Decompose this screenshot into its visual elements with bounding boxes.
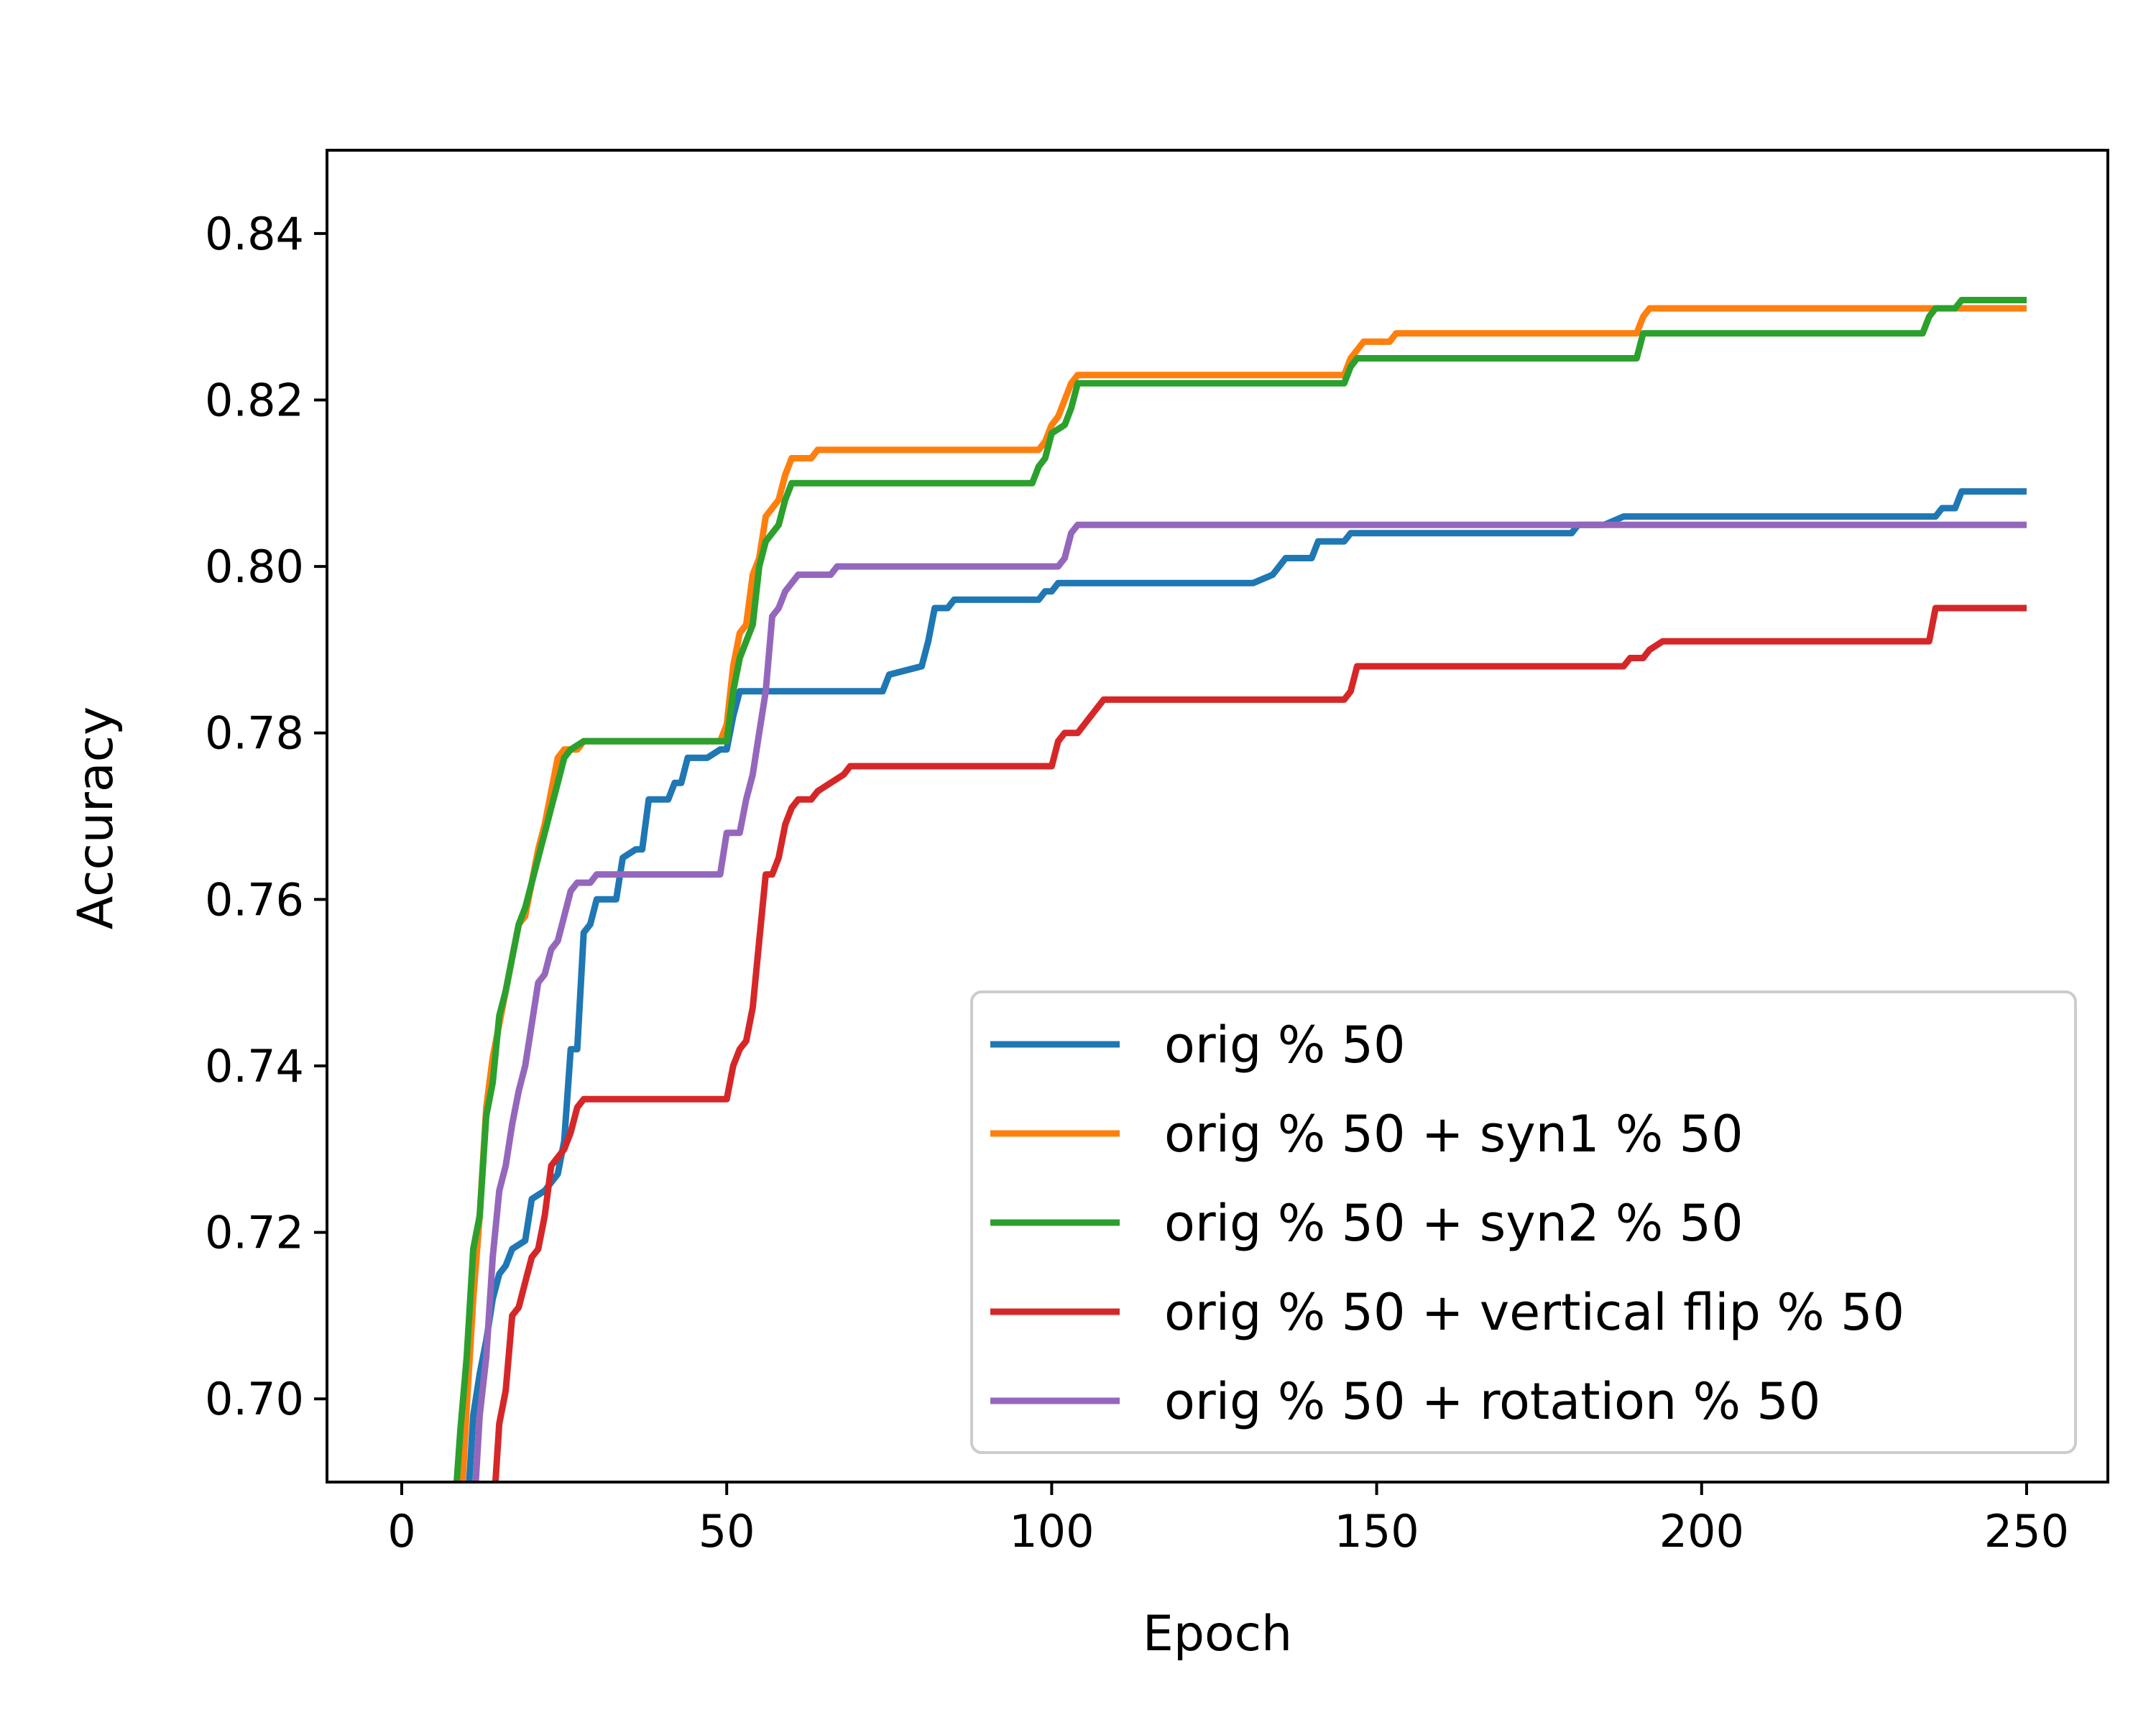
y-tick-label: 0.74 <box>205 1040 304 1092</box>
x-tick-label: 50 <box>699 1505 755 1558</box>
legend-label: orig % 50 + syn2 % 50 <box>1164 1194 1743 1253</box>
legend-label: orig % 50 + vertical flip % 50 <box>1164 1283 1904 1342</box>
y-tick-label: 0.84 <box>205 208 304 260</box>
legend-label: orig % 50 <box>1164 1016 1406 1075</box>
y-tick-label: 0.70 <box>205 1373 304 1425</box>
legend: orig % 50 orig % 50 + syn1 % 50 orig % 50 … <box>970 990 2077 1454</box>
x-tick-label: 200 <box>1659 1505 1744 1558</box>
legend-label: orig % 50 + syn1 % 50 <box>1164 1105 1743 1164</box>
x-tick-label: 250 <box>1984 1505 2069 1558</box>
y-tick-label: 0.80 <box>205 540 304 593</box>
x-tick-label: 0 <box>387 1505 415 1558</box>
y-tick-label: 0.76 <box>205 873 304 926</box>
series-layer <box>453 297 2027 1482</box>
y-axis-label: Accuracy <box>68 707 124 929</box>
y-tick-label: 0.78 <box>205 707 304 760</box>
plot-frame <box>326 149 2109 1484</box>
y-axis-ticks: 0.70 0.72 0.74 0.76 0.78 0.80 0.82 0.84 <box>205 208 327 1425</box>
legend-label: orig % 50 + rotation % 50 <box>1164 1372 1820 1431</box>
y-tick-label: 0.82 <box>205 374 304 426</box>
legend-box <box>970 990 2077 1454</box>
x-axis-ticks: 0 50 100 150 200 250 <box>387 1482 2069 1558</box>
x-tick-label: 150 <box>1334 1505 1419 1558</box>
series-line-3 <box>453 297 2027 1482</box>
series-line-5 <box>472 521 2027 1482</box>
x-tick-label: 100 <box>1009 1505 1094 1558</box>
x-axis-label: Epoch <box>1143 1606 1292 1662</box>
series-line-4 <box>492 604 2027 1482</box>
y-tick-label: 0.72 <box>205 1207 304 1259</box>
